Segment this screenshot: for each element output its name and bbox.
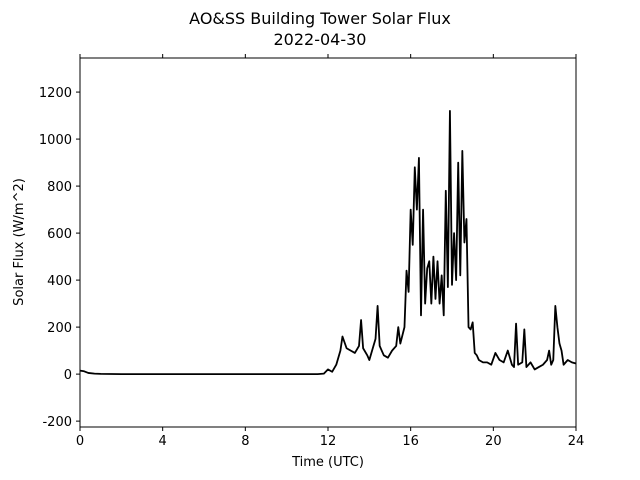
x-tick-label: 12 (320, 434, 337, 449)
y-axis-label: Solar Flux (W/m^2) (12, 178, 27, 306)
y-tick-label: -200 (42, 415, 72, 430)
y-tick-label: 200 (47, 321, 72, 336)
y-tick-label: 800 (47, 180, 72, 195)
x-tick-label: 20 (485, 434, 502, 449)
y-tick-label: 400 (47, 274, 72, 289)
x-tick-label: 24 (568, 434, 585, 449)
y-tick-label: 1200 (39, 86, 72, 101)
y-tick-label: 0 (64, 368, 72, 383)
chart-subtitle: 2022-04-30 (274, 30, 367, 49)
data-line (79, 109, 577, 376)
x-tick-label: 4 (159, 434, 167, 449)
x-tick-label: 0 (76, 434, 84, 449)
chart-title: AO&SS Building Tower Solar Flux (189, 9, 451, 28)
y-tick-label: 1000 (39, 133, 72, 148)
y-tick-label: 600 (47, 227, 72, 242)
x-axis-label: Time (UTC) (291, 455, 364, 470)
x-tick-label: 8 (241, 434, 249, 449)
x-tick-label: 16 (402, 434, 419, 449)
plot-frame (79, 57, 577, 428)
